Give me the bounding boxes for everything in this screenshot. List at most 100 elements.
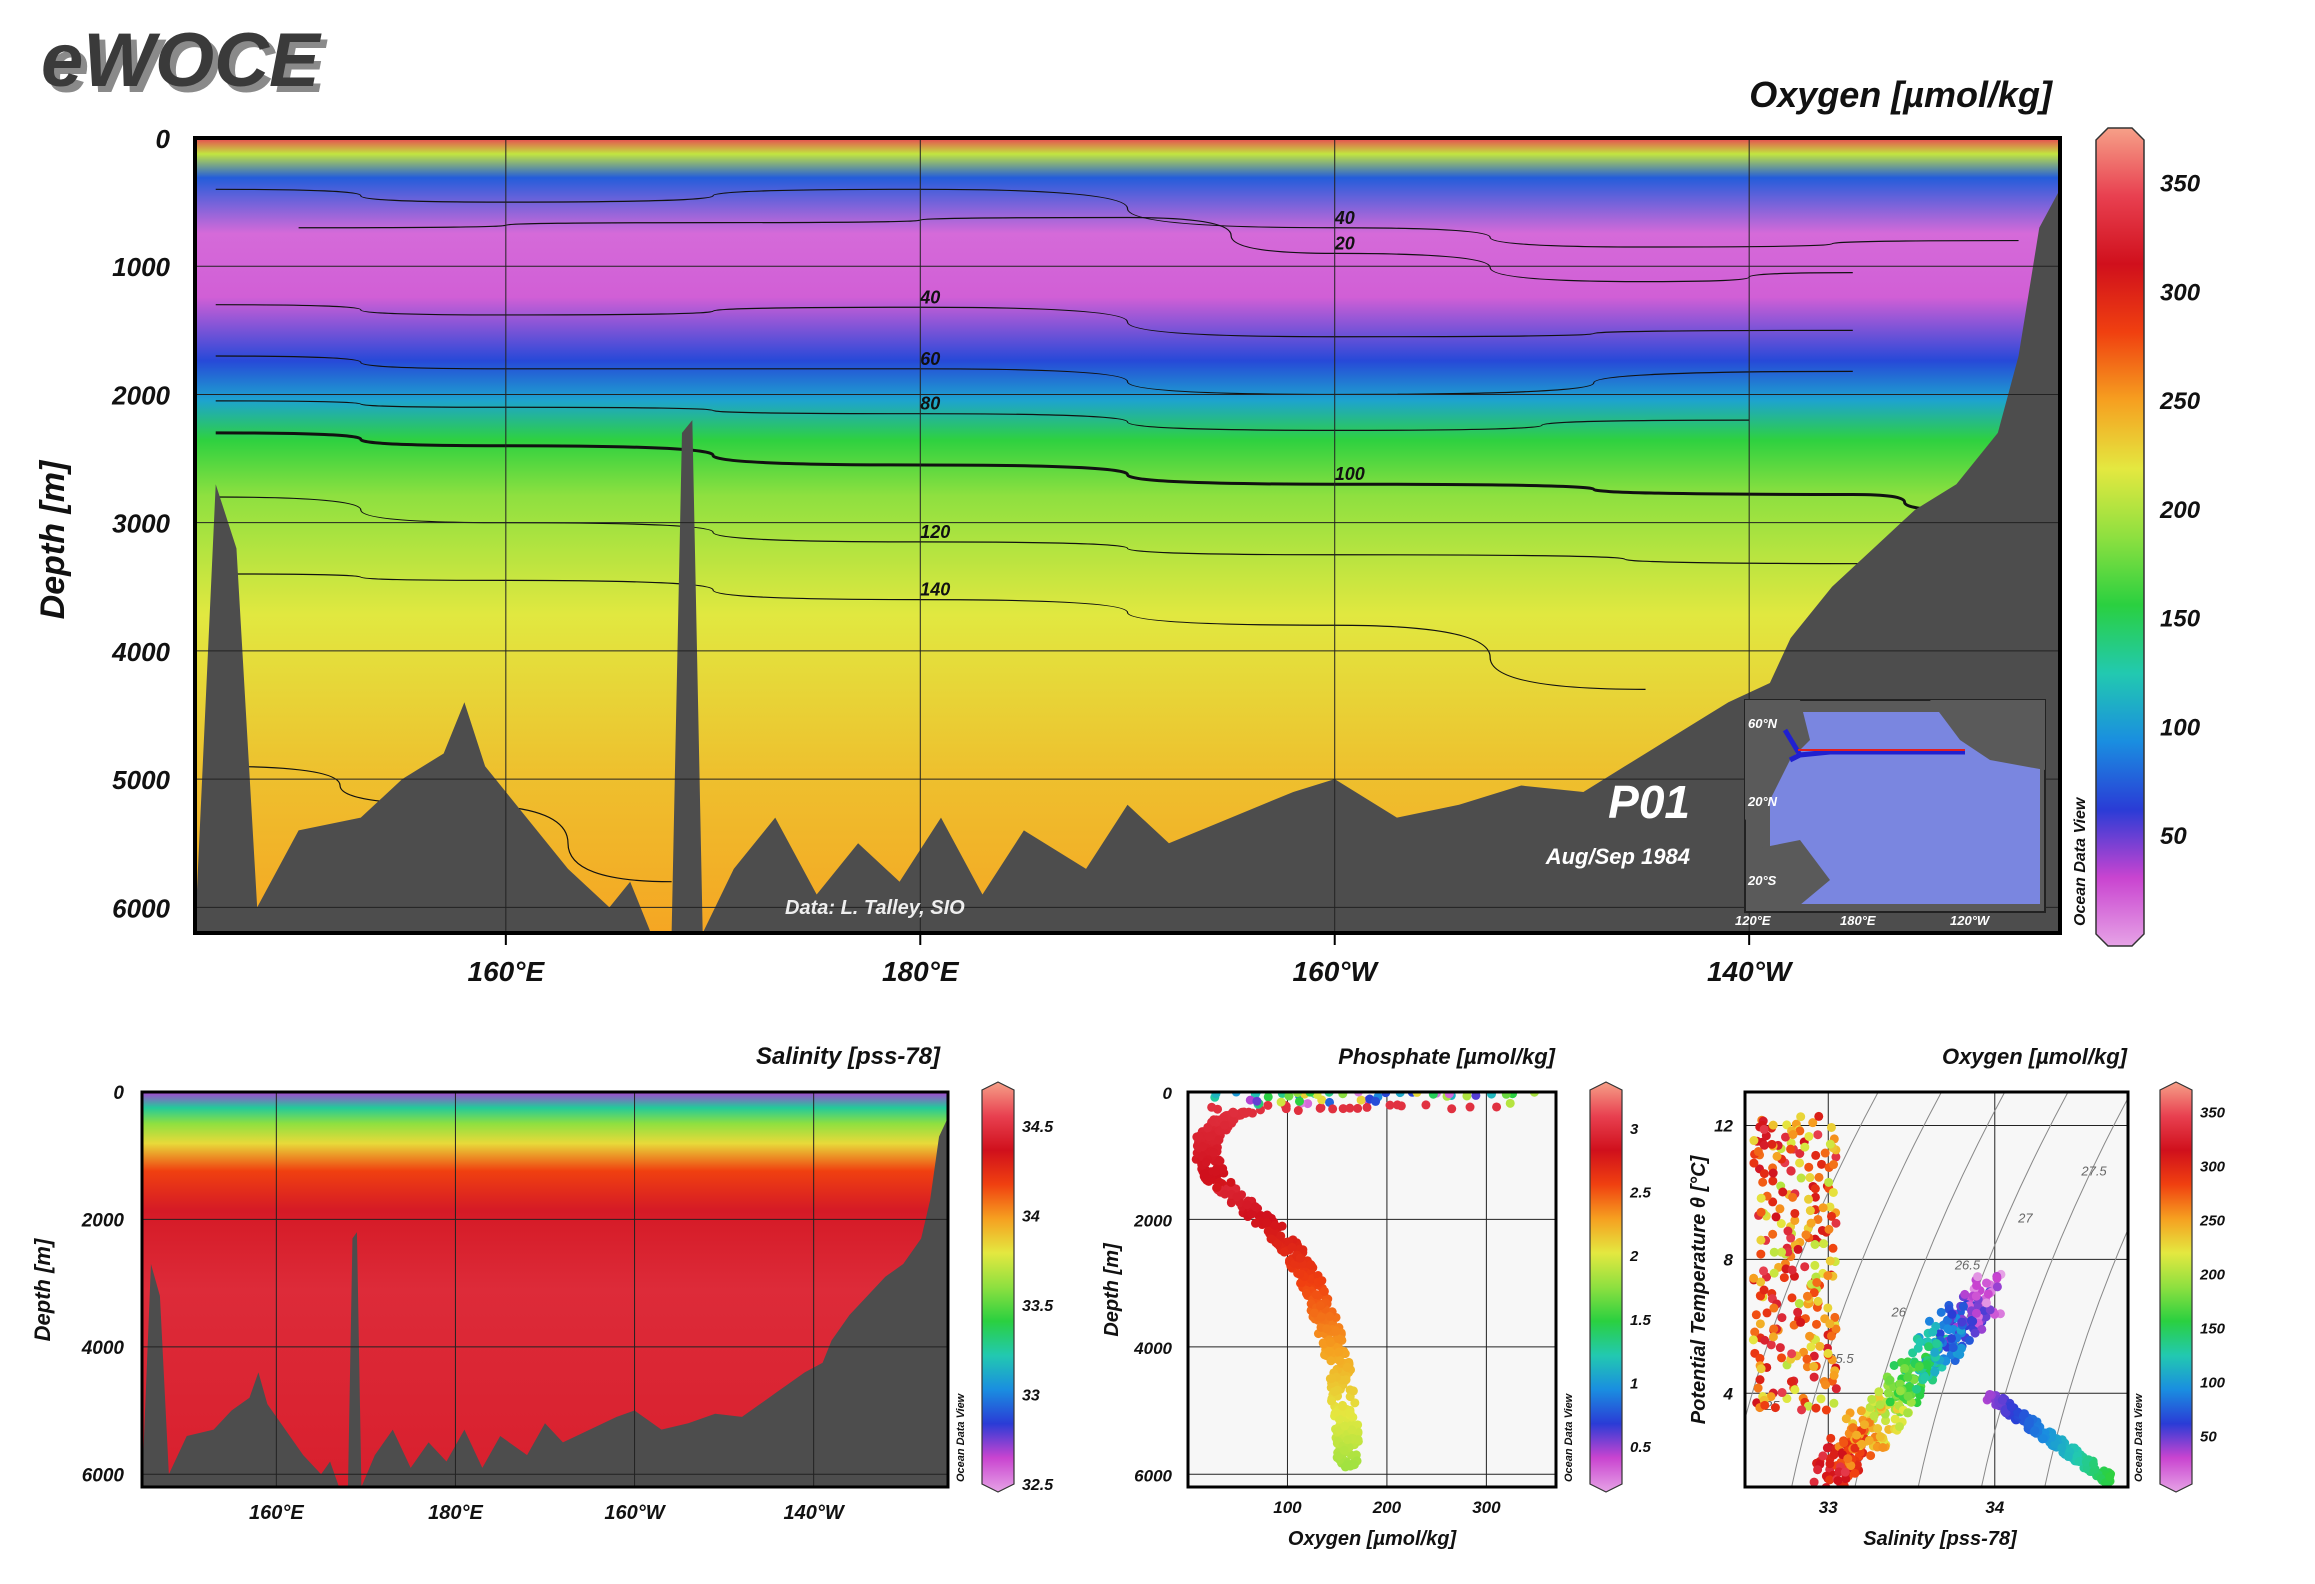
phosphate-y-tick-label: 4000 bbox=[1133, 1339, 1172, 1358]
ts-point bbox=[1768, 1229, 1778, 1239]
svg-text:120°W: 120°W bbox=[1950, 913, 1991, 928]
ts-point bbox=[1829, 1450, 1839, 1460]
section-date: Aug/Sep 1984 bbox=[1545, 844, 1690, 869]
ts-point bbox=[1756, 1277, 1766, 1287]
ts-colorbar-tick: 50 bbox=[2200, 1428, 2217, 1445]
ts-point bbox=[1816, 1394, 1826, 1404]
phosphate-point bbox=[1226, 1177, 1236, 1187]
ts-point bbox=[1932, 1339, 1942, 1349]
ts-point bbox=[1818, 1203, 1828, 1213]
ts-point bbox=[1795, 1148, 1805, 1158]
phosphate-point bbox=[1348, 1386, 1358, 1396]
ts-point bbox=[1955, 1349, 1965, 1359]
ts-point bbox=[1818, 1451, 1828, 1461]
ts-point bbox=[1992, 1282, 2002, 1292]
ts-point bbox=[1828, 1243, 1838, 1253]
ts-point bbox=[1903, 1408, 1913, 1418]
ts-point bbox=[1769, 1324, 1779, 1334]
ts-point bbox=[1762, 1308, 1772, 1318]
phosphate-point bbox=[1326, 1356, 1336, 1366]
ts-point bbox=[1809, 1477, 1819, 1487]
ts-point bbox=[1772, 1151, 1782, 1161]
ts-point bbox=[1814, 1111, 1824, 1121]
ts-point bbox=[1749, 1158, 1759, 1168]
ts-point bbox=[1894, 1422, 1904, 1432]
contour-label: 120 bbox=[920, 522, 950, 542]
ts-point bbox=[1831, 1218, 1841, 1228]
ts-x-tick-label: 34 bbox=[1985, 1498, 2004, 1517]
phosphate-point bbox=[1328, 1104, 1338, 1114]
phosphate-point bbox=[1212, 1183, 1222, 1193]
ts-point bbox=[1840, 1467, 1850, 1477]
ts-point bbox=[1992, 1273, 2002, 1283]
ts-point bbox=[1971, 1291, 1981, 1301]
ts-point bbox=[1981, 1278, 1991, 1288]
ts-point bbox=[1875, 1432, 1885, 1442]
phosphate-frame bbox=[1186, 1090, 1558, 1489]
ts-point bbox=[1824, 1224, 1834, 1234]
phosphate-y-tick-label: 6000 bbox=[1134, 1466, 1172, 1485]
phosphate-scatter-chart: Phosphate [µmol/kg] 0 2000 4000 6000 100 200… bbox=[1101, 1044, 1652, 1550]
ts-point bbox=[1783, 1247, 1793, 1257]
logo-shadow: eWOCE bbox=[47, 24, 328, 109]
main-x-ticks: 160°E 180°E 160°W 140°W bbox=[468, 933, 1794, 987]
phosphate-point bbox=[1209, 1148, 1219, 1158]
ts-point bbox=[1883, 1388, 1893, 1398]
ts-point bbox=[1825, 1202, 1835, 1212]
phosphate-colorbar-tick: 2 bbox=[1629, 1248, 1639, 1265]
ts-point bbox=[1943, 1324, 1953, 1334]
ts-point bbox=[1960, 1289, 1970, 1299]
phosphate-point bbox=[1277, 1221, 1287, 1231]
ts-point bbox=[1813, 1465, 1823, 1475]
ts-point bbox=[1775, 1204, 1785, 1214]
ts-point bbox=[1970, 1328, 1980, 1338]
phosphate-point bbox=[1486, 1092, 1496, 1099]
phosphate-point bbox=[1349, 1460, 1359, 1470]
salinity-y-tick-label: 0 bbox=[113, 1083, 124, 1104]
phosphate-colorbar-tick: 0.5 bbox=[1630, 1439, 1652, 1456]
phosphate-point bbox=[1276, 1231, 1286, 1241]
isopycnal-line bbox=[1745, 1092, 1879, 1421]
phosphate-point bbox=[1312, 1092, 1322, 1099]
ts-point bbox=[1825, 1319, 1835, 1329]
ts-point bbox=[1756, 1193, 1766, 1203]
phosphate-point bbox=[1301, 1288, 1311, 1298]
salinity-bathymetry bbox=[142, 1117, 948, 1487]
ts-point bbox=[2057, 1443, 2067, 1453]
ts-point bbox=[1796, 1317, 1806, 1327]
phosphate-points bbox=[1191, 1092, 1539, 1472]
ts-point bbox=[1971, 1308, 1981, 1318]
ts-point bbox=[1812, 1277, 1822, 1287]
ts-point bbox=[1766, 1340, 1776, 1350]
ts-point bbox=[2088, 1459, 2098, 1469]
svg-text:180°E: 180°E bbox=[1840, 913, 1876, 928]
contour-line bbox=[215, 188, 2019, 248]
phosphate-point bbox=[1462, 1092, 1472, 1101]
phosphate-point bbox=[1214, 1135, 1224, 1145]
phosphate-point bbox=[1199, 1169, 1209, 1179]
ts-point bbox=[1957, 1317, 1967, 1327]
ts-point bbox=[2024, 1416, 2034, 1426]
ts-point bbox=[1848, 1423, 1858, 1433]
phosphate-point bbox=[1331, 1407, 1341, 1417]
phosphate-point bbox=[1342, 1435, 1352, 1445]
ts-point bbox=[1806, 1218, 1816, 1228]
ts-point bbox=[1859, 1420, 1869, 1430]
salinity-x-tick-label: 160°E bbox=[249, 1502, 304, 1524]
phosphate-x-tick-label: 200 bbox=[1372, 1498, 1402, 1517]
contour-line bbox=[298, 216, 1853, 283]
phosphate-point bbox=[1266, 1234, 1276, 1244]
ts-point bbox=[1829, 1398, 1839, 1408]
ts-point bbox=[1857, 1439, 1867, 1449]
main-x-tick-label: 160°E bbox=[468, 956, 546, 987]
ts-point bbox=[1981, 1298, 1991, 1308]
ts-point bbox=[1914, 1361, 1924, 1371]
ts-point bbox=[1786, 1233, 1796, 1243]
ts-point bbox=[1869, 1411, 1879, 1421]
ts-point bbox=[1802, 1354, 1812, 1364]
ts-point bbox=[1936, 1307, 1946, 1317]
phosphate-point bbox=[1322, 1324, 1332, 1334]
ts-point bbox=[1769, 1268, 1779, 1278]
ts-xlabel: Salinity [pss-78] bbox=[1863, 1528, 2018, 1550]
salinity-colorbar-tick: 33 bbox=[1022, 1387, 1040, 1404]
